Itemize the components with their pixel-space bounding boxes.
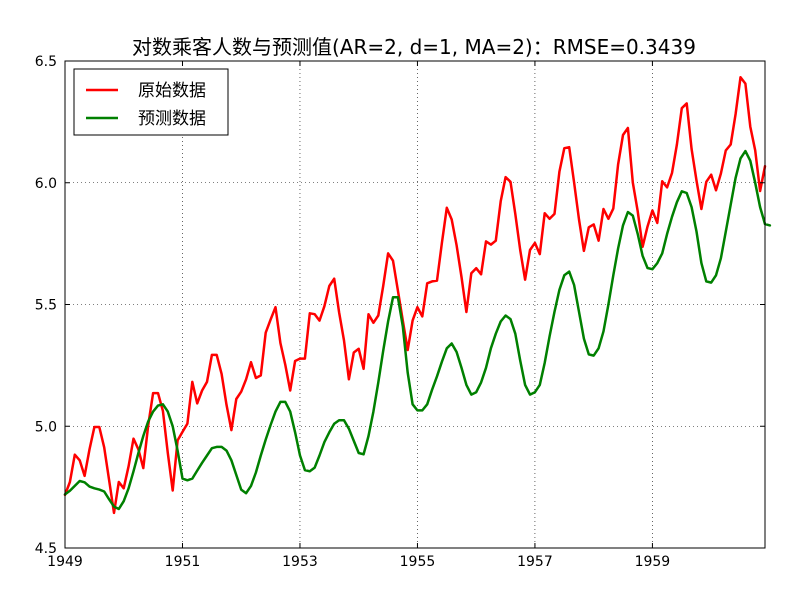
y-tick-label: 6.0 xyxy=(35,176,57,192)
x-tick-label: 1957 xyxy=(517,554,553,570)
legend: 原始数据 预测数据 xyxy=(73,68,229,136)
legend-label-predicted: 预测数据 xyxy=(138,109,206,129)
legend-label-original: 原始数据 xyxy=(138,81,206,101)
y-tick-label: 6.5 xyxy=(35,54,57,70)
legend-box xyxy=(73,68,229,136)
y-tick-label: 4.5 xyxy=(35,541,57,557)
series-line-predicted xyxy=(63,149,772,511)
x-tick-label: 1953 xyxy=(282,554,318,570)
x-tick-label: 1955 xyxy=(400,554,436,570)
chart-title: 对数乘客人数与预测值(AR=2, d=1, MA=2)：RMSE=0.3439 xyxy=(132,35,696,59)
y-tick-label: 5.5 xyxy=(35,298,57,314)
x-tick-label: 1949 xyxy=(47,554,83,570)
y-tick-label: 5.0 xyxy=(35,419,57,435)
axis-ticks: 4.5 5.0 5.5 6.0 6.5 1949 1951 1953 1955 1957 1959 xyxy=(35,54,765,570)
series-lines xyxy=(63,76,772,515)
x-tick-label: 1951 xyxy=(165,554,201,570)
series-line-original xyxy=(63,76,767,515)
x-tick-label: 1959 xyxy=(635,554,671,570)
